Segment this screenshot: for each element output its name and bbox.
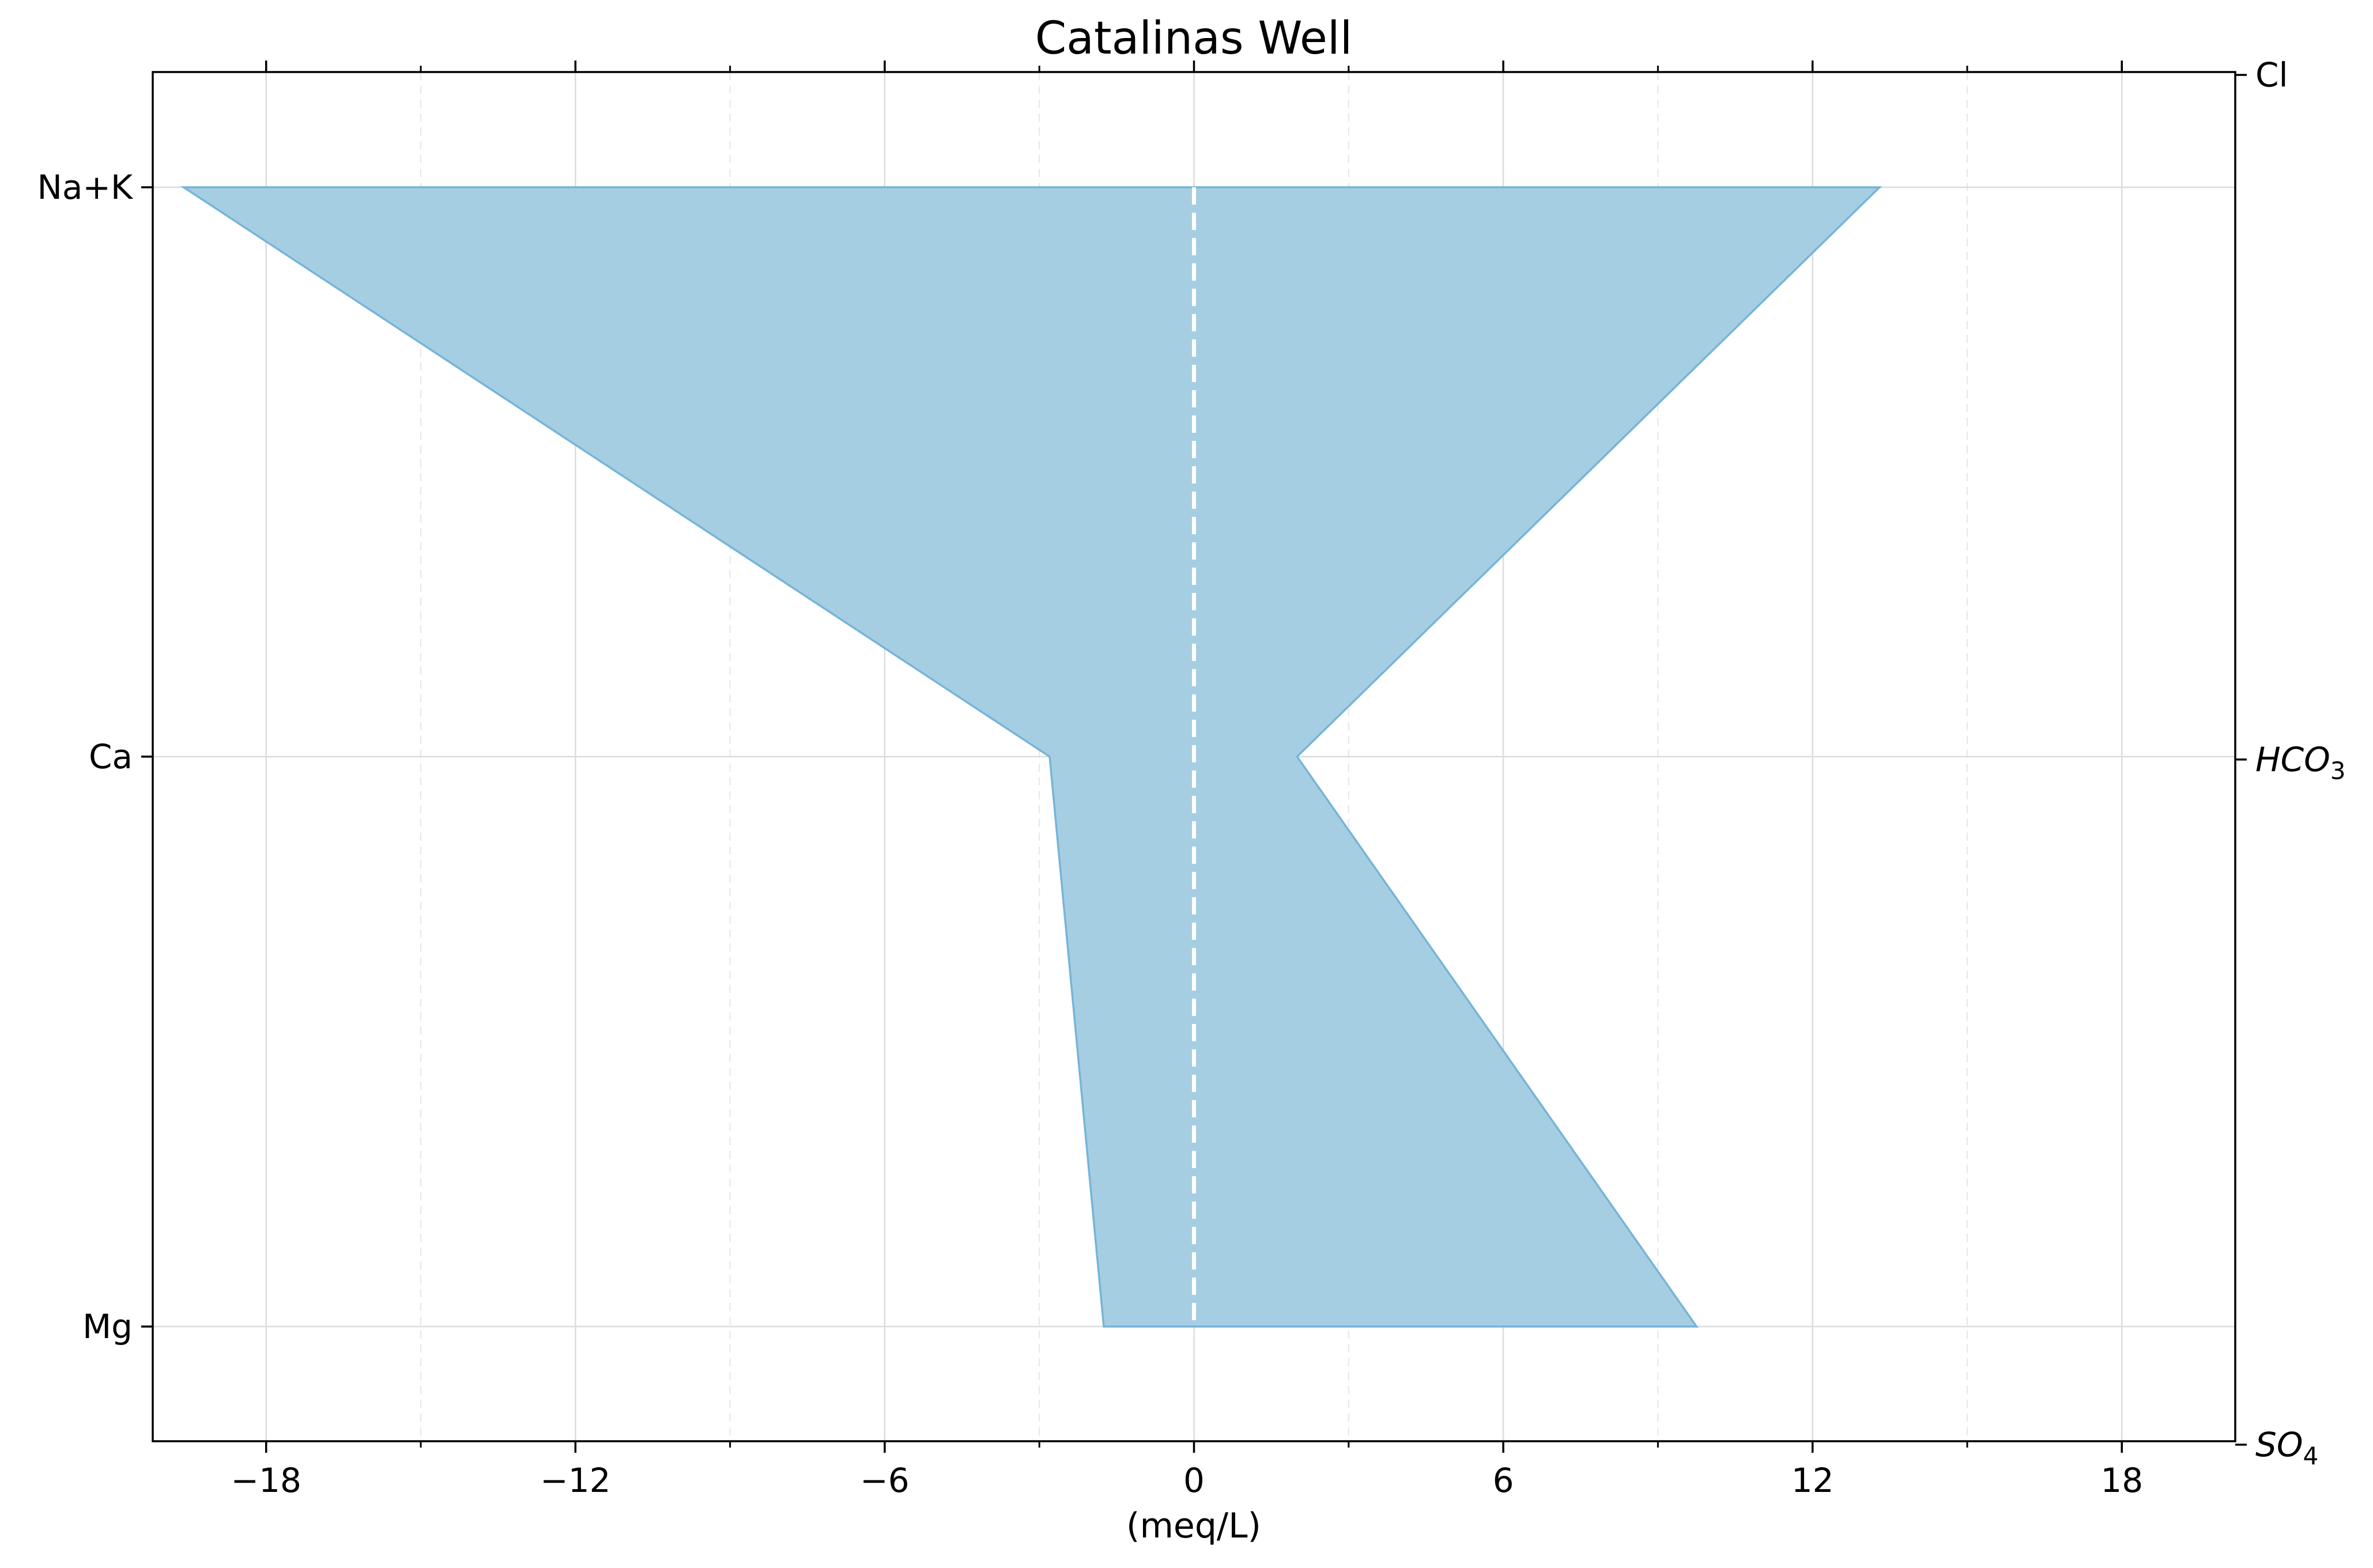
ion-polygon [180,186,1882,1328]
x-tick-label: −6 [860,1461,910,1500]
x-axis-label: (meq/L) [1126,1506,1261,1546]
right-ion-label: HCO3 [2255,740,2346,785]
tick-layer: −18 −12 −6 0 6 12 18 Na+K Ca Mg Cl HCO3 SO4 [37,55,2345,1500]
x-tick-label: 12 [1791,1461,1834,1500]
x-tick-label: 0 [1183,1461,1205,1500]
x-tick-label: −12 [540,1461,610,1500]
left-ion-label: Mg [82,1307,133,1346]
left-ion-label: Ca [89,737,133,776]
right-ion-label: Cl [2255,55,2288,95]
x-tick-label: −18 [231,1461,301,1500]
x-tick-label: 6 [1493,1461,1514,1500]
chart-title: Catalinas Well [1035,13,1353,65]
left-ion-label: Na+K [37,168,134,207]
data-layer [180,186,1882,1328]
right-ion-label: SO4 [2255,1425,2318,1470]
x-tick-label: 18 [2100,1461,2143,1500]
